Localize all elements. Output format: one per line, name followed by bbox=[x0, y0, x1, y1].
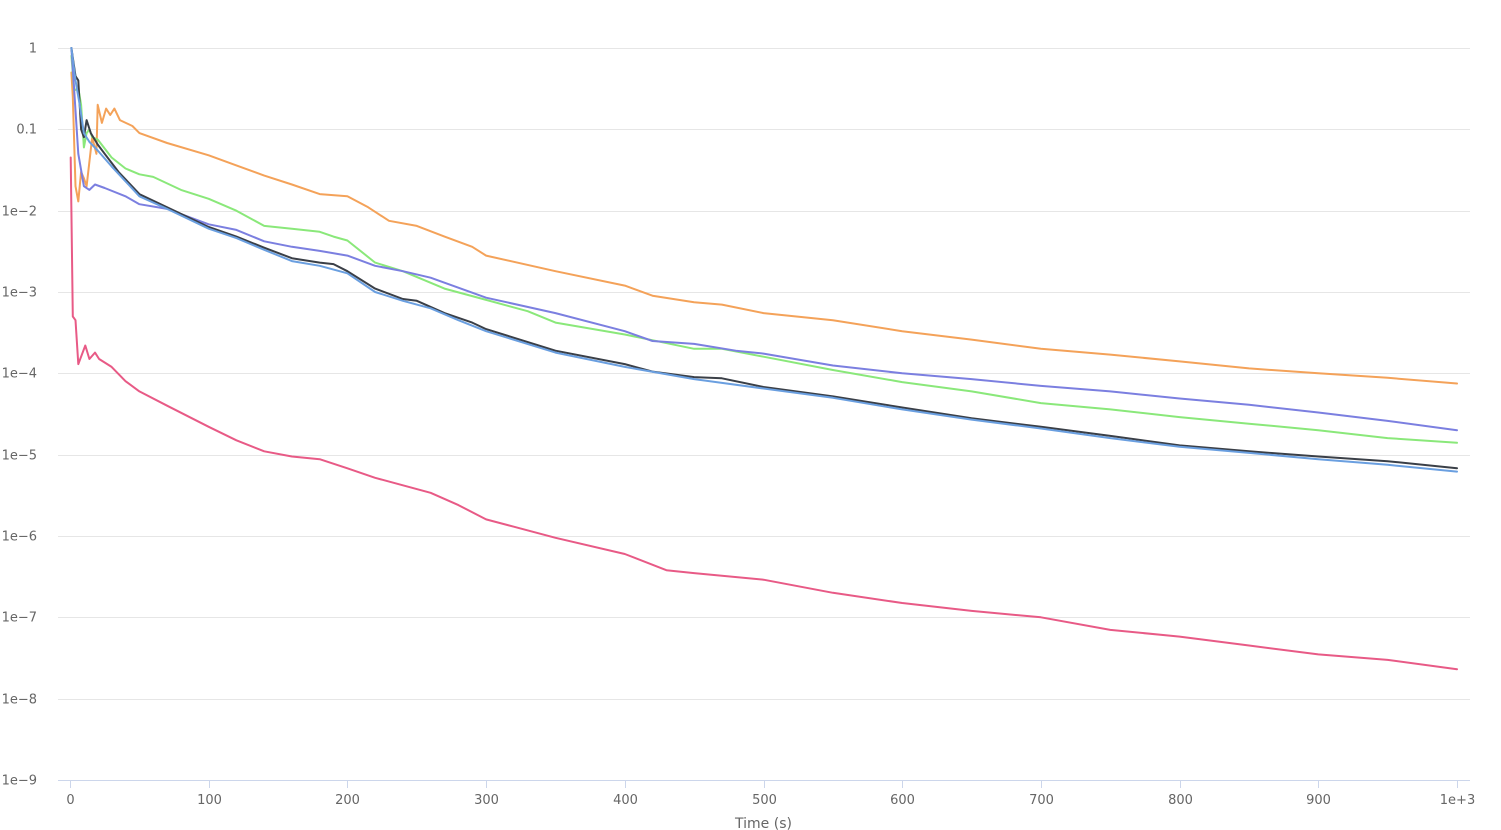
y-tick-label: 1e−8 bbox=[2, 693, 37, 708]
y-tick-label: 1e−3 bbox=[2, 286, 37, 301]
series-line-6[interactable] bbox=[69, 156, 1458, 671]
y-tick-label: 1e−6 bbox=[2, 530, 37, 545]
y-tick-label: 1e−2 bbox=[2, 205, 37, 220]
series-line-4[interactable] bbox=[70, 47, 1458, 470]
x-axis-title: Time (s) bbox=[734, 816, 792, 830]
series-line-2[interactable] bbox=[70, 54, 1458, 444]
x-tick-label: 600 bbox=[890, 793, 915, 808]
y-axis-labels: 1 0.1 1e−2 1e−3 1e−4 1e−5 1e−6 1e−7 1e−8 1e−9 bbox=[2, 42, 37, 789]
x-tick-label: 500 bbox=[752, 793, 777, 808]
series-line-3[interactable] bbox=[70, 47, 1458, 432]
x-tick-label: 800 bbox=[1168, 793, 1193, 808]
x-tick-label: 200 bbox=[335, 793, 360, 808]
grid-lines bbox=[58, 48, 1470, 700]
x-tick-label: 900 bbox=[1306, 793, 1331, 808]
x-tick-label: 700 bbox=[1029, 793, 1054, 808]
x-tick-label: 100 bbox=[197, 793, 222, 808]
x-tick-label: 0 bbox=[66, 793, 74, 808]
x-axis bbox=[58, 780, 1470, 788]
x-tick-label: 1e+3 bbox=[1440, 793, 1475, 808]
y-tick-label: 0.1 bbox=[16, 123, 37, 138]
x-axis-labels: 0 100 200 300 400 500 600 700 800 900 1e+3 bbox=[66, 793, 1475, 808]
x-tick-label: 300 bbox=[474, 793, 499, 808]
y-tick-label: 1 bbox=[29, 42, 37, 57]
y-tick-label: 1e−9 bbox=[2, 774, 37, 789]
y-tick-label: 1e−4 bbox=[2, 367, 37, 382]
series-line-5[interactable] bbox=[70, 47, 1458, 473]
series-line-1[interactable] bbox=[70, 71, 1458, 385]
y-tick-label: 1e−5 bbox=[2, 449, 37, 464]
y-tick-label: 1e−7 bbox=[2, 611, 37, 626]
series-lines bbox=[69, 47, 1458, 671]
x-tick-label: 400 bbox=[613, 793, 638, 808]
